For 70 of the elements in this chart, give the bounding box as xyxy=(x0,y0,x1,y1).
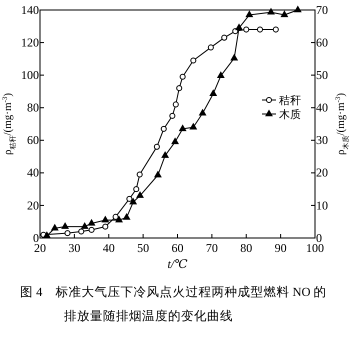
y-tick-label: 100 xyxy=(21,68,39,82)
y-tick-label: 60 xyxy=(27,133,39,148)
point xyxy=(62,222,69,229)
x-tick-label: 90 xyxy=(274,240,287,255)
x-tick-label: 70 xyxy=(206,240,218,255)
point xyxy=(217,72,224,78)
y2-tick-label: 20 xyxy=(316,166,328,180)
x-tick-label: 40 xyxy=(102,240,115,255)
y2-tick-label: 70 xyxy=(316,2,328,17)
point xyxy=(256,26,264,33)
x-tick-label: 60 xyxy=(172,240,184,255)
point xyxy=(180,74,186,80)
y2-tick-label: 10 xyxy=(316,198,328,212)
x-tick-label: 30 xyxy=(68,240,80,255)
point xyxy=(162,152,169,158)
y2-tick-label: 40 xyxy=(316,100,328,115)
point xyxy=(272,26,279,33)
point xyxy=(78,228,84,235)
point xyxy=(81,222,88,229)
point xyxy=(246,10,253,18)
point xyxy=(136,192,144,198)
point xyxy=(280,10,288,18)
y-tick-label: 20 xyxy=(27,198,39,212)
point xyxy=(176,85,182,92)
point xyxy=(199,109,206,116)
y-tick-label: 120 xyxy=(21,35,39,50)
point xyxy=(154,144,160,150)
y-tick-label: 80 xyxy=(27,100,39,115)
point xyxy=(172,138,179,144)
y2-tick-label: 50 xyxy=(316,68,328,82)
point xyxy=(160,126,167,132)
point xyxy=(136,171,143,178)
point xyxy=(267,8,275,15)
point xyxy=(169,112,176,119)
point xyxy=(102,216,109,222)
point xyxy=(294,6,302,12)
x-axis-title: t/℃ xyxy=(167,257,188,271)
y2-tick-label: 30 xyxy=(316,133,328,148)
point xyxy=(179,124,186,132)
point xyxy=(88,219,96,226)
point xyxy=(130,198,137,204)
point xyxy=(126,196,132,202)
y2-tick-label: 60 xyxy=(316,35,328,50)
point xyxy=(112,214,119,220)
x-tick-label: 50 xyxy=(137,240,150,255)
point xyxy=(102,224,108,230)
y-tick-label: 0 xyxy=(33,230,39,245)
point xyxy=(133,186,140,192)
point xyxy=(172,101,179,108)
point xyxy=(123,213,130,220)
y-tick-label: 140 xyxy=(21,2,39,17)
point xyxy=(230,54,238,60)
point xyxy=(190,123,197,130)
point xyxy=(116,216,123,222)
y-tick-label: 40 xyxy=(27,166,39,180)
point xyxy=(43,232,50,238)
point xyxy=(88,226,95,233)
text: 图 4 标准大气压下冷风点火过程两种成型燃料 NO 的排放量随排烟温度的变化曲线 xyxy=(20,285,327,323)
point xyxy=(190,57,196,64)
point xyxy=(64,230,71,236)
point xyxy=(210,90,217,96)
legend-label: 木质 xyxy=(279,108,301,121)
legend-label: 秸秆 xyxy=(279,94,301,107)
point xyxy=(221,34,228,41)
point xyxy=(208,44,214,50)
point xyxy=(51,224,58,230)
x-tick-label: 80 xyxy=(240,240,252,255)
point xyxy=(154,171,162,178)
point xyxy=(243,26,250,33)
point xyxy=(235,24,243,30)
